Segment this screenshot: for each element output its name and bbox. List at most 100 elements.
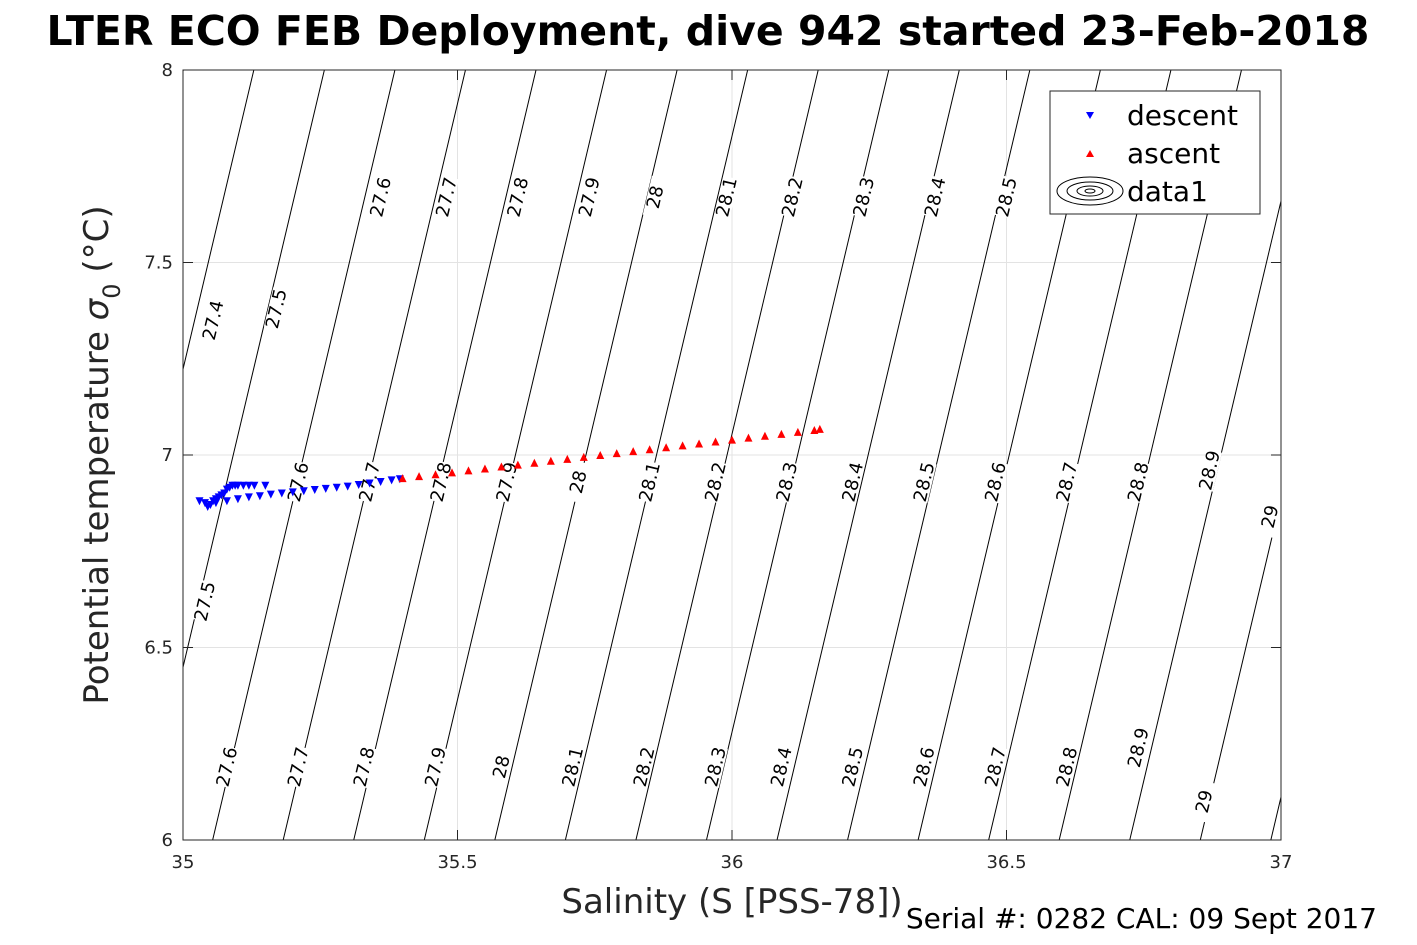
legend-ascent-label: ascent [1127, 137, 1220, 170]
chart-title: LTER ECO FEB Deployment, dive 942 starte… [47, 7, 1370, 55]
contour-label-bg [505, 175, 531, 219]
legend-descent-marker [1086, 112, 1094, 119]
contour-label-bg [642, 175, 668, 219]
contour-label-bg [1054, 745, 1080, 789]
ascent-point [711, 437, 720, 446]
contour-label-bg [637, 460, 663, 504]
y-axis-label-unit: (°C) [77, 205, 117, 283]
contour-label-bg [565, 460, 591, 504]
ascent-point [448, 468, 457, 477]
y-tick-label: 7.5 [144, 253, 173, 274]
ascent-point [563, 454, 572, 463]
contour-label-bg [911, 460, 937, 504]
contour-label-bg [351, 745, 377, 789]
contour-label-bg [1191, 780, 1217, 823]
contour-label: 29 [1258, 503, 1284, 530]
contour-label: 28 [643, 184, 669, 211]
contour-label-bg [714, 175, 739, 219]
ascent-point [464, 466, 473, 475]
contour-label-bg [983, 460, 1008, 504]
isopycnal-line [183, 70, 255, 372]
ascent-point [546, 456, 555, 465]
ascent-point [629, 447, 638, 456]
descent-point [239, 481, 248, 490]
ascent-point [513, 460, 522, 469]
ascent-point [744, 433, 753, 442]
ascent-point [662, 443, 671, 452]
descent-point [299, 487, 308, 496]
y-tick-label: 8 [162, 60, 173, 81]
isopycnal-line [776, 70, 960, 840]
ascent-point [596, 451, 605, 459]
y-axis-label-subscript: 0 [98, 283, 126, 298]
contour-label-bg [214, 745, 240, 789]
axis-ticks: 35 35.5 36 36.5 37 6 6.5 7 7.5 8 [144, 60, 1292, 873]
ascent-point [815, 424, 824, 433]
contour-label-bg [994, 175, 1019, 219]
x-tick-label: 35.5 [437, 852, 477, 873]
descent-series [195, 475, 404, 511]
contour-label-bg [703, 460, 728, 504]
ascent-point [678, 441, 687, 450]
descent-point [261, 481, 270, 490]
serial-calibration-note: Serial #: 0282 CAL: 09 Sept 2017 [906, 902, 1377, 935]
contour-label-bg [423, 745, 448, 789]
ascent-point [695, 439, 704, 448]
legend-descent-label: descent [1127, 99, 1238, 132]
contour-label-bg [779, 175, 805, 219]
descent-point [376, 477, 385, 486]
contour-label-bg [489, 745, 514, 789]
descent-point [244, 481, 253, 490]
ascent-point [612, 449, 621, 458]
isopycnal-line [1199, 496, 1281, 840]
contour-label-bg [922, 175, 948, 219]
descent-point [354, 481, 363, 490]
contour-label-bg [840, 745, 866, 789]
x-axis-label: Salinity (S [PSS-78]) [561, 882, 902, 922]
contour-label-bg [1054, 460, 1080, 504]
y-axis-label-symbol: σ [77, 297, 117, 320]
contour-label-bg [983, 745, 1008, 789]
ascent-point [497, 462, 506, 471]
ascent-series [398, 424, 824, 483]
isopycnal-line [564, 70, 749, 840]
descent-point [255, 492, 264, 501]
y-tick-label: 7 [162, 445, 173, 466]
descent-point [365, 479, 374, 488]
legend: descent ascent data1 [1049, 90, 1261, 215]
descent-point [233, 495, 242, 504]
contour-label-bg [494, 460, 520, 504]
ascent-point [728, 435, 736, 444]
contour-label: 29 [1192, 788, 1218, 815]
y-tick-label: 6 [162, 830, 173, 851]
x-tick-label: 35 [172, 852, 195, 873]
ascent-point [777, 429, 786, 438]
contour-label-bg [703, 745, 728, 789]
contour-label: 28 [489, 753, 515, 780]
x-tick-label: 36 [721, 852, 744, 873]
descent-point [266, 490, 275, 499]
descent-point [321, 484, 330, 493]
legend-ascent-marker [1086, 150, 1094, 157]
contour-label-bg [840, 460, 866, 504]
isopycnal-line [494, 70, 678, 840]
ascent-point [480, 464, 489, 473]
descent-point [288, 488, 297, 497]
legend-contour-icon [1056, 176, 1124, 206]
ascent-point [760, 431, 769, 440]
ascent-point [793, 427, 802, 436]
isopycnal-line [183, 70, 325, 670]
x-tick-label: 36.5 [986, 852, 1026, 873]
y-axis-label-main: Potential temperature [77, 320, 117, 704]
contour-label-bg [428, 460, 454, 504]
contour-label-bg [769, 745, 794, 789]
contour-label-bg [1125, 460, 1151, 504]
descent-point [250, 481, 259, 490]
contour-label-bg [1125, 726, 1151, 769]
ascent-point [415, 472, 424, 481]
descent-point [244, 493, 253, 502]
legend-data1-label: data1 [1127, 175, 1208, 208]
y-axis-label: Potential temperature σ0 (°C) [77, 205, 126, 704]
contour-label-bg [1197, 449, 1223, 492]
